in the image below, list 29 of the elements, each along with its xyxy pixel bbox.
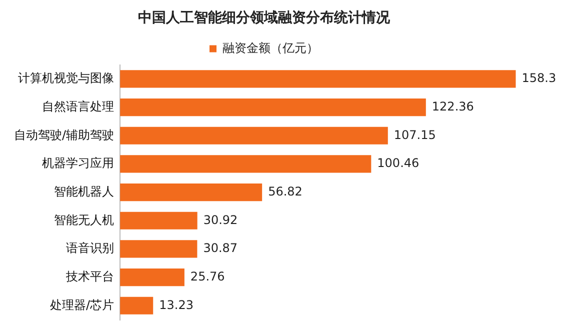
data-label: 25.76 xyxy=(190,269,225,284)
data-label: 100.46 xyxy=(377,156,420,170)
data-label: 30.87 xyxy=(203,241,238,256)
bar xyxy=(120,126,388,144)
y-tick-label: 处理器/芯片 xyxy=(50,298,114,312)
data-label: 56.82 xyxy=(268,184,302,198)
bar xyxy=(120,184,262,202)
y-tick-label: 智能无人机 xyxy=(54,212,114,227)
y-tick-label: 计算机视觉与图像 xyxy=(18,71,114,86)
data-label: 158.3 xyxy=(522,71,556,86)
y-tick-label: 智能机器人 xyxy=(54,184,114,198)
y-tick-label: 机器学习应用 xyxy=(42,156,114,170)
y-tick-label: 语音识别 xyxy=(66,241,114,256)
bar xyxy=(120,98,426,116)
legend-label: 融资金额（亿元） xyxy=(222,40,318,55)
y-tick-label: 技术平台 xyxy=(65,269,114,284)
chart-title: 中国人工智能细分领域融资分布统计情况 xyxy=(138,9,391,26)
bar xyxy=(120,212,198,230)
bar xyxy=(120,155,372,173)
data-label: 122.36 xyxy=(432,99,474,114)
data-label: 107.15 xyxy=(394,128,436,142)
bar xyxy=(120,70,516,88)
y-tick-label: 自然语言处理 xyxy=(42,99,114,114)
y-tick-label: 自动驾驶/辅助驾驶 xyxy=(14,128,114,142)
bar xyxy=(120,240,198,258)
bar xyxy=(120,296,154,314)
bar xyxy=(120,268,184,286)
data-label: 30.92 xyxy=(203,212,238,227)
data-label: 13.23 xyxy=(159,298,194,312)
